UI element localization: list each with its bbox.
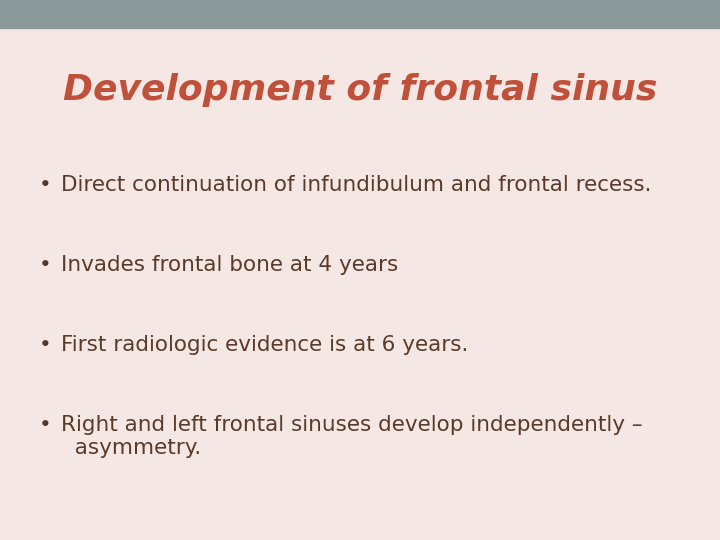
Text: •: • xyxy=(39,255,52,275)
Text: Development of frontal sinus: Development of frontal sinus xyxy=(63,73,657,107)
Bar xyxy=(0,0,720,28)
Text: •: • xyxy=(39,415,52,435)
Text: Invades frontal bone at 4 years: Invades frontal bone at 4 years xyxy=(61,255,398,275)
Text: First radiologic evidence is at 6 years.: First radiologic evidence is at 6 years. xyxy=(61,335,469,355)
Text: •: • xyxy=(39,335,52,355)
Text: Right and left frontal sinuses develop independently –
  asymmetry.: Right and left frontal sinuses develop i… xyxy=(61,415,643,458)
Text: •: • xyxy=(39,175,52,195)
Text: Direct continuation of infundibulum and frontal recess.: Direct continuation of infundibulum and … xyxy=(61,175,652,195)
